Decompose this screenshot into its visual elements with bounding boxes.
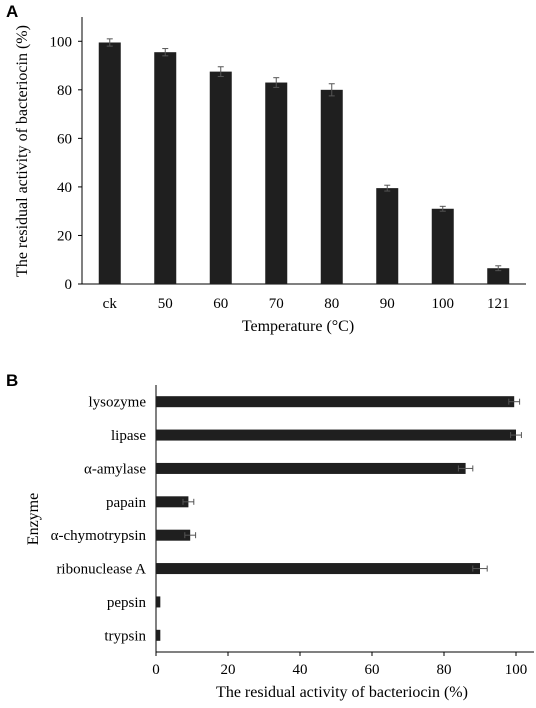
panel-a-bar — [376, 188, 399, 284]
panel-a-x-tick-label: ck — [103, 296, 118, 312]
panel-b-bar — [156, 563, 480, 575]
chart-panel-a: A 0 20 40 60 80 100 ck 50 60 70 80 90 100 121 Temper… — [6, 2, 526, 335]
chart-panel-b: B lysozyme lipase α-amylase papain α-chymotr… — [6, 371, 534, 701]
panel-b-bar — [156, 462, 466, 474]
panel-b-letter: B — [6, 371, 18, 390]
panel-b-x-tick-label: 20 — [221, 662, 236, 678]
panel-b-bar — [156, 496, 189, 508]
panel-b-bar — [156, 429, 516, 441]
panel-a-letter: A — [6, 2, 18, 21]
panel-a-y-axis-title: The residual activity of bacteriocin (%) — [14, 25, 31, 277]
panel-b-bar — [156, 596, 161, 608]
panel-a-y-ticks: 0 20 40 60 80 100 — [50, 34, 82, 293]
panel-b-category-label: ribonuclease A — [56, 562, 146, 578]
panel-a-y-tick-label: 80 — [57, 83, 72, 99]
panel-a-y-tick-label: 60 — [57, 131, 72, 147]
panel-a-x-tick-label: 50 — [158, 296, 173, 312]
panel-b-bar — [156, 629, 161, 641]
panel-b-category-label: papain — [106, 495, 146, 511]
panel-b-bars — [156, 396, 522, 641]
panel-b-category-label: lipase — [111, 428, 146, 444]
panel-a-x-tick-label: 100 — [432, 296, 455, 312]
panel-a-y-tick-label: 20 — [57, 228, 72, 244]
panel-b-x-tick-label: 100 — [505, 662, 528, 678]
panel-b-bar — [156, 396, 515, 408]
panel-b-category-label: lysozyme — [89, 395, 147, 411]
panel-b-category-label: α-chymotrypsin — [51, 528, 147, 544]
panel-a-bar — [209, 71, 232, 284]
panel-a-x-ticks: ck 50 60 70 80 90 100 121 — [103, 296, 510, 312]
panel-a-bar — [265, 82, 288, 284]
panel-a-bar — [98, 42, 121, 285]
panel-a-x-tick-label: 80 — [324, 296, 339, 312]
panel-b-x-tick-label: 80 — [437, 662, 452, 678]
panel-a-bars — [98, 38, 510, 285]
panel-b-bar — [156, 529, 191, 541]
panel-a-x-axis-title: Temperature (°C) — [242, 318, 354, 335]
panel-a-x-tick-label: 121 — [487, 296, 510, 312]
panel-a-x-tick-label: 90 — [380, 296, 395, 312]
panel-a-bar — [154, 52, 177, 285]
panel-a-x-tick-label: 70 — [269, 296, 284, 312]
panel-a-y-tick-label: 100 — [50, 34, 73, 50]
panel-b-category-label: pepsin — [107, 595, 147, 611]
panel-b-y-axis-title: Enzyme — [25, 493, 42, 545]
panel-a-bar — [431, 208, 454, 284]
panel-b-x-tick-label: 0 — [152, 662, 160, 678]
panel-b-x-ticks: 0 20 40 60 80 100 — [152, 652, 527, 678]
panel-a-bar — [320, 89, 343, 285]
panel-b-category-labels: lysozyme lipase α-amylase papain α-chymotryp… — [51, 395, 147, 645]
panel-a-x-tick-label: 60 — [213, 296, 228, 312]
panel-b-x-tick-label: 40 — [293, 662, 308, 678]
panel-a-bar — [487, 268, 510, 284]
panel-b-x-axis-title: The residual activity of bacteriocin (%) — [216, 684, 468, 701]
panel-b-category-label: trypsin — [104, 628, 146, 644]
panel-a-y-tick-label: 40 — [57, 180, 72, 196]
panel-a-y-tick-label: 0 — [65, 277, 73, 293]
panel-b-x-tick-label: 60 — [365, 662, 380, 678]
panel-b-category-label: α-amylase — [84, 461, 146, 477]
